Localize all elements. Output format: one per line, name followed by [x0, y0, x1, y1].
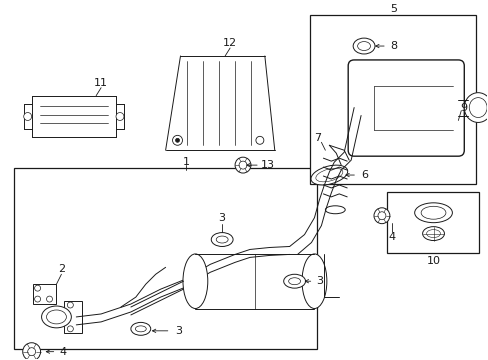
- Ellipse shape: [288, 278, 300, 285]
- Text: 13: 13: [260, 160, 274, 170]
- Ellipse shape: [420, 206, 445, 219]
- Circle shape: [116, 113, 123, 121]
- Circle shape: [377, 212, 385, 220]
- Ellipse shape: [135, 326, 146, 332]
- Ellipse shape: [310, 165, 347, 185]
- Bar: [14, 168, 317, 349]
- Ellipse shape: [357, 41, 370, 50]
- Text: 9: 9: [460, 103, 467, 113]
- Circle shape: [67, 302, 73, 308]
- Text: 5: 5: [389, 4, 397, 14]
- Text: 3: 3: [315, 276, 322, 286]
- Ellipse shape: [352, 38, 374, 54]
- Text: 1: 1: [183, 157, 189, 167]
- Ellipse shape: [422, 227, 444, 240]
- Circle shape: [255, 136, 264, 144]
- Ellipse shape: [315, 168, 342, 182]
- Circle shape: [24, 113, 32, 121]
- Text: 8: 8: [389, 41, 397, 51]
- Text: 10: 10: [426, 256, 440, 266]
- Text: 4: 4: [387, 231, 395, 242]
- Bar: [386, 192, 478, 253]
- Ellipse shape: [183, 254, 207, 309]
- Circle shape: [67, 326, 73, 332]
- Ellipse shape: [211, 233, 233, 247]
- Ellipse shape: [414, 203, 451, 223]
- FancyBboxPatch shape: [347, 60, 463, 156]
- Ellipse shape: [216, 236, 228, 243]
- Bar: [310, 15, 475, 184]
- Ellipse shape: [426, 230, 440, 238]
- Circle shape: [239, 161, 246, 169]
- Ellipse shape: [283, 274, 305, 288]
- Circle shape: [175, 138, 179, 142]
- Circle shape: [28, 348, 36, 356]
- Circle shape: [172, 135, 182, 145]
- Text: 11: 11: [94, 78, 108, 88]
- Bar: [33, 284, 56, 304]
- Ellipse shape: [131, 323, 150, 335]
- Ellipse shape: [41, 306, 71, 328]
- Text: 7: 7: [313, 133, 320, 143]
- Text: 3: 3: [218, 213, 225, 223]
- Bar: [64, 301, 82, 333]
- Circle shape: [35, 296, 41, 302]
- Text: 6: 6: [361, 170, 368, 180]
- Circle shape: [235, 157, 250, 173]
- Text: 3: 3: [175, 326, 182, 336]
- Circle shape: [22, 343, 41, 360]
- Circle shape: [373, 208, 389, 224]
- Text: 2: 2: [58, 264, 65, 274]
- Ellipse shape: [325, 206, 345, 214]
- Ellipse shape: [46, 310, 66, 324]
- Text: 4: 4: [60, 347, 67, 357]
- Circle shape: [46, 296, 52, 302]
- Ellipse shape: [468, 98, 486, 117]
- Text: 12: 12: [223, 38, 237, 48]
- Circle shape: [35, 285, 41, 291]
- Ellipse shape: [302, 254, 326, 309]
- Ellipse shape: [463, 93, 488, 122]
